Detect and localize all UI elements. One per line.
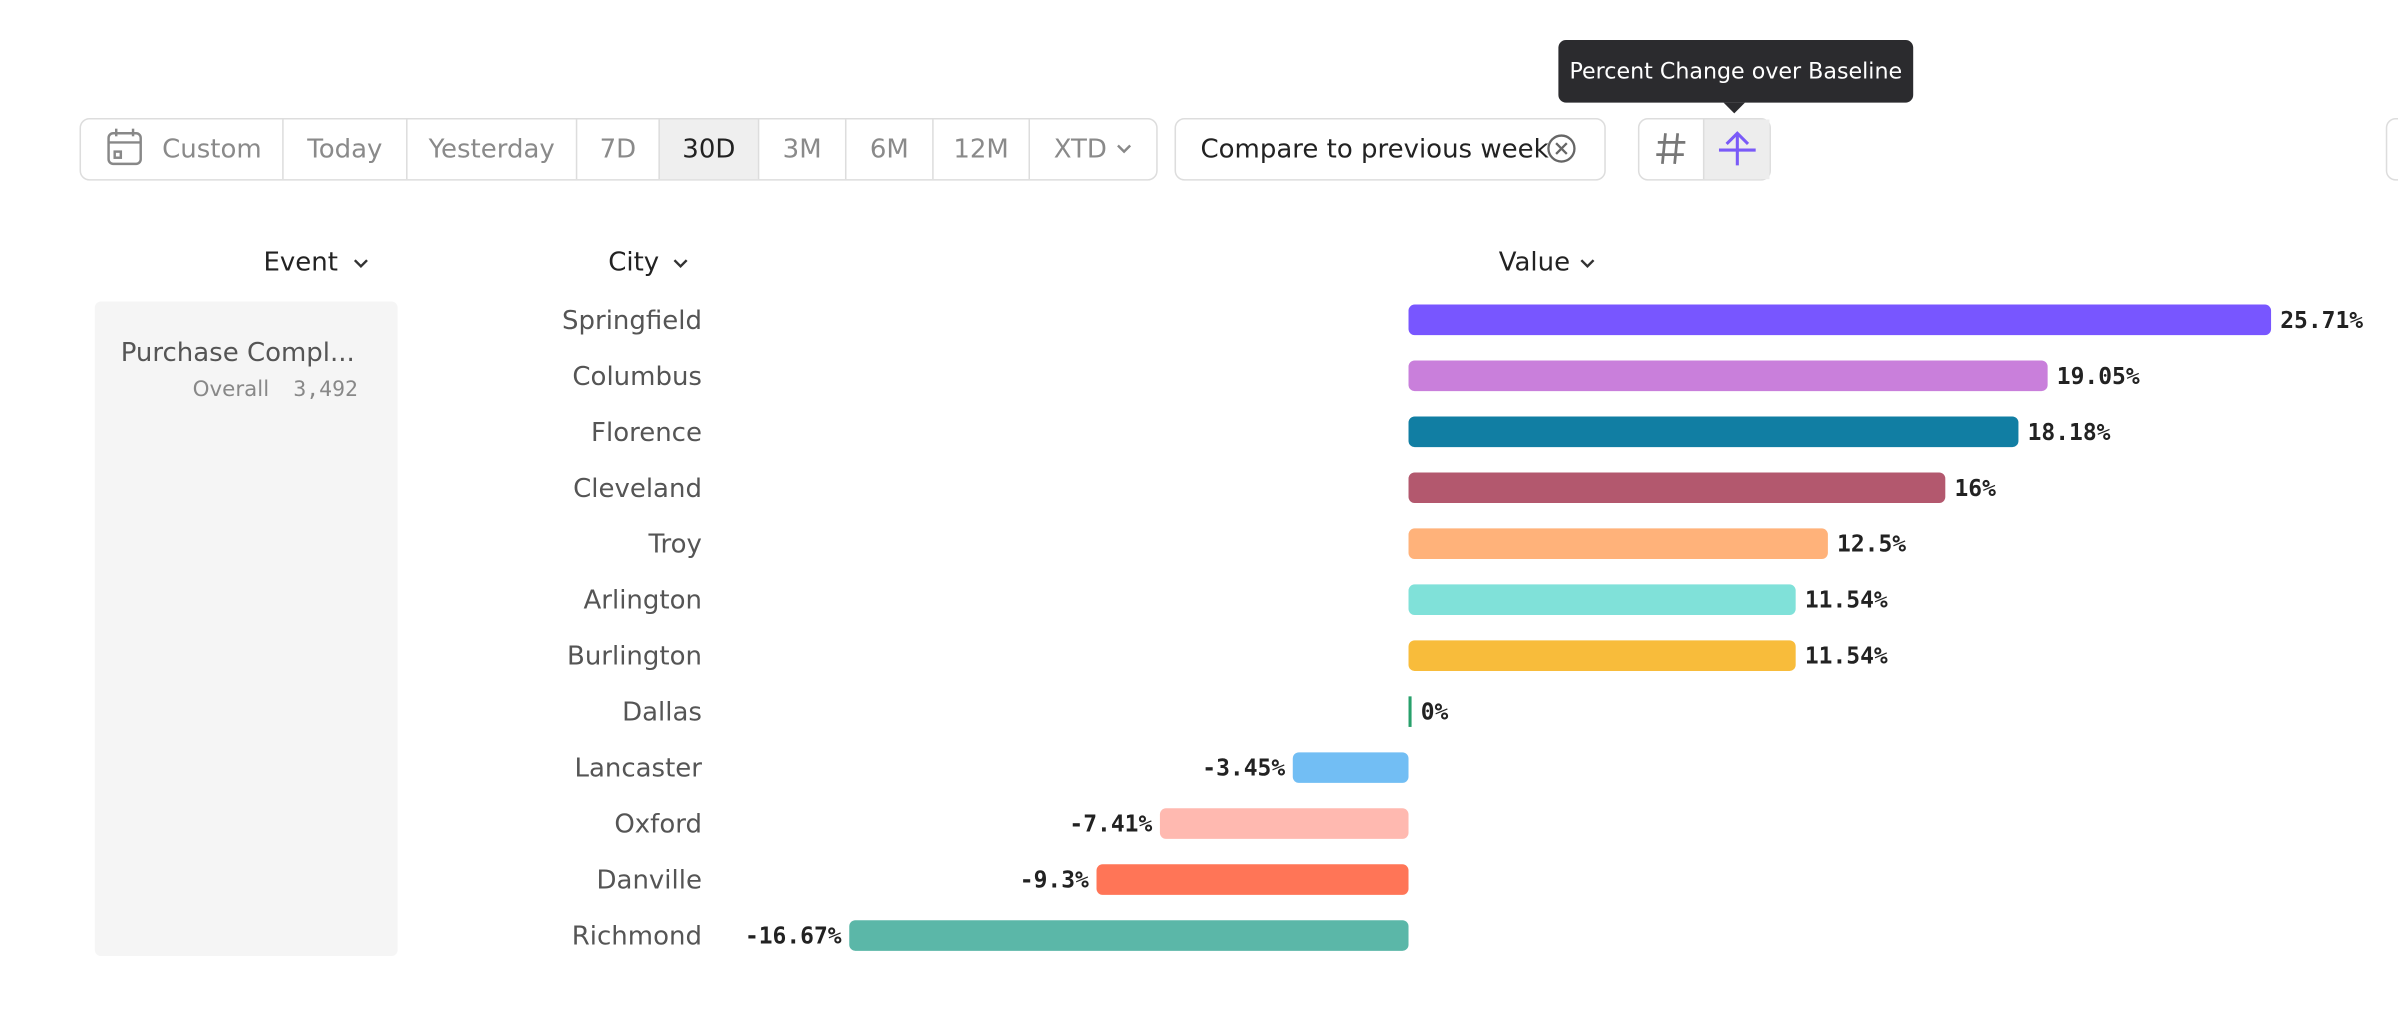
city-label: Lancaster (574, 754, 702, 784)
city-label: Richmond (572, 922, 702, 952)
range-option[interactable]: 6M (870, 135, 909, 165)
bar (1408, 360, 2048, 392)
city-label: Columbus (572, 362, 702, 392)
value-label: 12.5% (1837, 532, 1906, 558)
chevron (673, 259, 688, 269)
value-label: 16% (1954, 476, 1996, 502)
city-label: Cleveland (573, 474, 702, 504)
range-option[interactable]: 12M (953, 135, 1008, 165)
value-label: 11.54% (1805, 588, 1888, 614)
range-option[interactable]: 7D (600, 135, 637, 165)
compare-label[interactable]: Compare to previous week (1201, 135, 1549, 165)
event-card (94, 301, 398, 957)
event-overall-label: Overall (193, 377, 270, 402)
clear-compare-icon[interactable] (1547, 134, 1576, 163)
compare-button[interactable] (1174, 117, 1606, 181)
range-option[interactable]: Yesterday (428, 135, 555, 165)
hash-icon[interactable] (1656, 133, 1686, 164)
bar (1408, 304, 2272, 336)
chevron (1580, 259, 1595, 269)
city-header[interactable]: City (608, 248, 659, 278)
city-label: Troy (648, 530, 702, 560)
range-option[interactable]: XTD (1054, 135, 1107, 165)
city-label: Danville (597, 866, 702, 896)
value-label: 25.71% (2280, 308, 2363, 334)
city-label: Florence (591, 418, 702, 448)
city-label: Springfield (562, 306, 702, 336)
value-label: -3.45% (1202, 756, 1285, 782)
value-label: 11.54% (1805, 644, 1888, 670)
value-label: -9.3% (1020, 868, 1089, 894)
bar (1408, 696, 1412, 727)
chevron (353, 259, 368, 269)
value-label: 0% (1421, 700, 1449, 726)
xtd-chevron (1117, 144, 1132, 154)
selected-range-bg (659, 119, 759, 180)
calendar-icon (107, 128, 142, 166)
range-option[interactable]: 30D (682, 135, 735, 165)
range-option[interactable]: 3M (783, 135, 822, 165)
tooltip (1558, 39, 1914, 103)
bar (1408, 640, 1796, 671)
bar (1408, 528, 1828, 560)
value-label: 18.18% (2028, 420, 2111, 446)
bar (1096, 864, 1409, 895)
value-label: -16.67% (745, 924, 842, 950)
percent-change-icon[interactable] (1718, 131, 1756, 166)
event-name: Purchase Compl... (121, 338, 355, 368)
event-header[interactable]: Event (264, 248, 338, 278)
range-option[interactable]: Today (306, 135, 382, 165)
bar (1159, 808, 1409, 839)
range-option[interactable]: Custom (162, 135, 262, 165)
offscreen-control (2385, 117, 2398, 181)
city-label: Burlington (567, 642, 702, 672)
event-overall-value: 3,492 (293, 377, 357, 402)
bar (849, 920, 1409, 951)
tooltip-text: Percent Change over Baseline (1569, 59, 1902, 85)
value-label: 19.05% (2057, 364, 2140, 390)
city-label: Oxford (614, 810, 702, 840)
date-range-bar (79, 117, 1158, 181)
value-label: -7.41% (1069, 812, 1152, 838)
bar (1408, 472, 1946, 504)
tooltip-arrow (1723, 102, 1745, 114)
city-label: Arlington (584, 586, 702, 616)
bar (1408, 416, 2019, 448)
bar (1408, 584, 1796, 615)
city-label: Dallas (622, 698, 702, 728)
value-header[interactable]: Value (1499, 248, 1570, 278)
bar (1292, 752, 1409, 783)
